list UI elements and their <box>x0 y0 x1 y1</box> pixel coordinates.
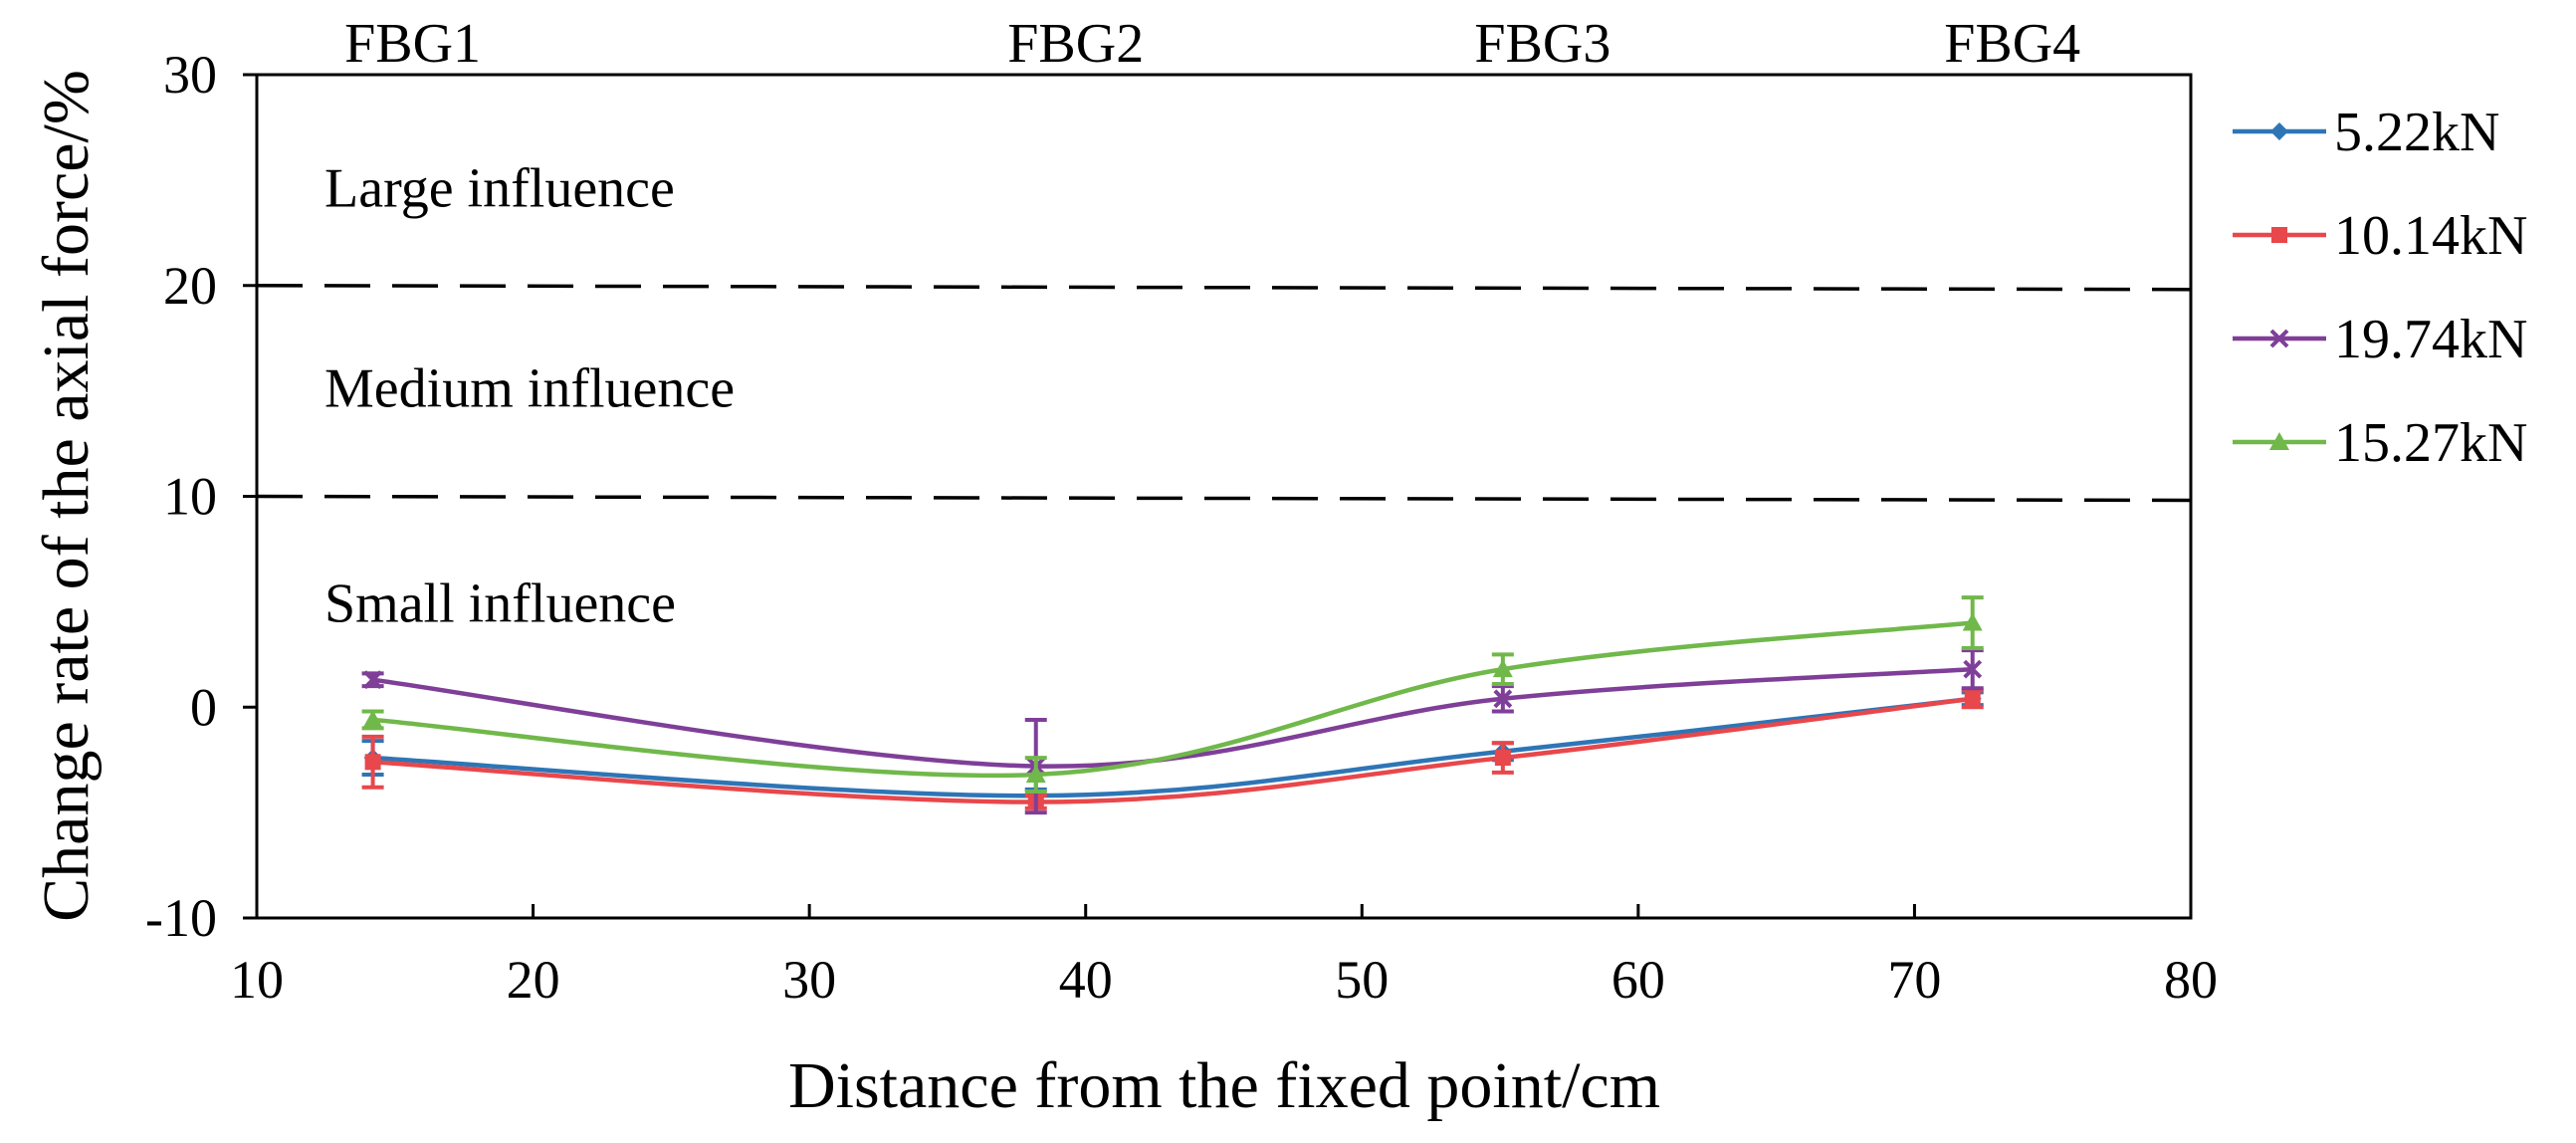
legend-label: 19.74kN <box>2334 309 2527 370</box>
legend-item: 15.27kN <box>2233 412 2527 474</box>
data-point <box>1964 690 1981 707</box>
y-axis-ticks: -10 0 10 20 30 <box>145 45 257 948</box>
x-axis-title: Distance from the fixed point/cm <box>788 1049 1660 1122</box>
data-series <box>361 595 1984 815</box>
legend-marker <box>2269 329 2289 348</box>
legend-item: 10.14kN <box>2233 205 2527 267</box>
x-tick-label: 80 <box>2164 950 2218 1010</box>
x-tick-label: 30 <box>782 950 836 1010</box>
data-point <box>1493 689 1513 709</box>
data-point <box>1494 750 1511 767</box>
zone-labels: Large influence Medium influence Small inf… <box>324 157 735 634</box>
series-15.27kN <box>361 595 1984 794</box>
data-point <box>1962 612 1983 631</box>
data-point <box>1963 659 1983 679</box>
legend: 5.22kN 10.14kN 19.74kN 15.27kN <box>2233 102 2527 474</box>
legend-item: 19.74kN <box>2233 309 2527 370</box>
x-tick-label: 50 <box>1335 950 1389 1010</box>
threshold-line <box>256 284 2192 292</box>
y-axis-title: Change rate of the axial force/% <box>30 70 103 922</box>
y-tick-label: 10 <box>163 467 217 527</box>
series-line <box>372 620 1973 779</box>
legend-marker <box>2270 122 2288 140</box>
y-tick-label: 30 <box>163 45 217 105</box>
legend-marker <box>2271 227 2287 243</box>
series-line <box>372 666 1973 769</box>
x-tick-label: 60 <box>1611 950 1665 1010</box>
threshold-lines <box>256 284 2192 503</box>
legend-marker <box>2269 432 2289 450</box>
fbg-label: FBG4 <box>1944 13 2080 75</box>
legend-item: 5.22kN <box>2233 102 2499 163</box>
zone-label: Medium influence <box>324 358 735 420</box>
zone-label: Large influence <box>324 157 675 219</box>
x-axis-ticks: 10 20 30 40 50 60 70 80 <box>230 904 2218 1010</box>
x-tick-label: 20 <box>507 950 560 1010</box>
threshold-line <box>256 494 2192 503</box>
x-tick-label: 40 <box>1059 950 1113 1010</box>
data-point <box>362 709 383 728</box>
data-point <box>1492 659 1513 678</box>
data-point <box>364 754 381 771</box>
data-point <box>363 670 382 690</box>
legend-label: 15.27kN <box>2334 412 2527 474</box>
legend-label: 10.14kN <box>2334 205 2527 267</box>
fbg-label: FBG2 <box>1007 13 1144 75</box>
series-line <box>372 696 1973 799</box>
y-tick-label: 20 <box>163 256 217 316</box>
sensor-labels: FBG1 FBG2 FBG3 FBG4 <box>344 13 2080 75</box>
x-tick-label: 70 <box>1887 950 1941 1010</box>
fbg-label: FBG1 <box>344 13 481 75</box>
fbg-label: FBG3 <box>1474 13 1610 75</box>
x-tick-label: 10 <box>230 950 284 1010</box>
series-line <box>372 696 1974 804</box>
legend-label: 5.22kN <box>2334 102 2499 163</box>
series-19.74kN <box>361 648 1984 815</box>
y-tick-label: -10 <box>145 888 217 948</box>
data-point <box>1025 765 1046 784</box>
y-tick-label: 0 <box>190 677 217 737</box>
zone-label: Small influence <box>324 573 676 635</box>
